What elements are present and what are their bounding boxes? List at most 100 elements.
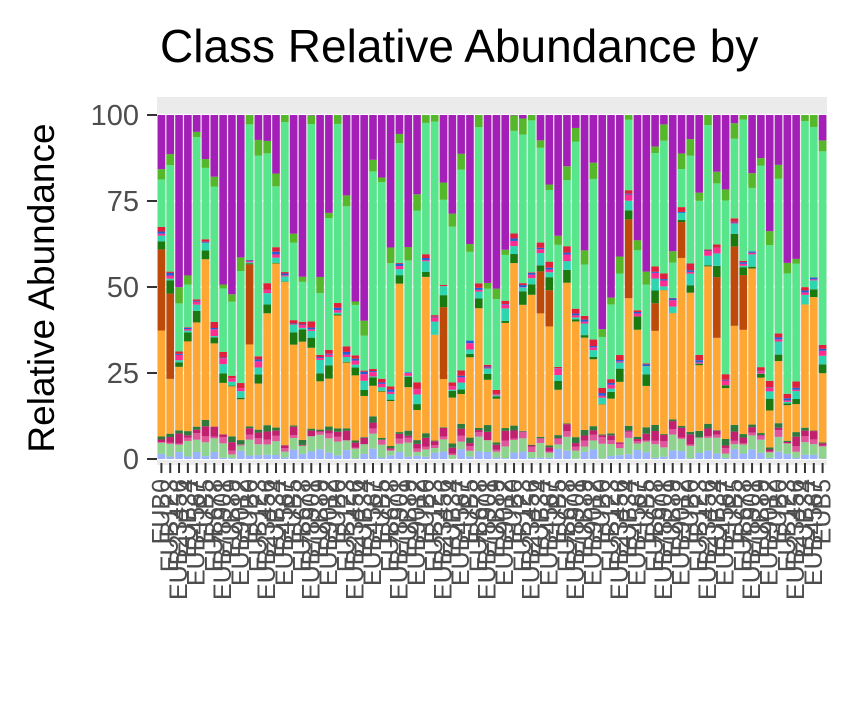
bar-segment	[616, 360, 624, 362]
bar-segment	[192, 131, 201, 138]
bar-segment	[501, 115, 510, 250]
bar-segment	[739, 265, 748, 268]
bar-segment	[677, 437, 686, 439]
bar-segment	[474, 436, 483, 452]
bar-segment	[721, 447, 730, 454]
bar-segment	[510, 254, 518, 264]
bar-segment	[351, 304, 360, 356]
bar-segment	[272, 262, 280, 264]
bar-segment	[765, 115, 774, 232]
bar-segment	[730, 431, 739, 441]
bar-segment	[686, 271, 695, 274]
x-tick-label: EUB5	[720, 479, 748, 544]
bar-segment	[192, 300, 201, 302]
bar-segment	[501, 254, 510, 301]
bar-segment	[721, 445, 730, 448]
bar-segment	[263, 431, 271, 440]
bar-segment	[430, 317, 439, 322]
bar-segment	[325, 426, 333, 431]
bar-segment	[536, 265, 545, 272]
bar-segment	[580, 429, 589, 436]
bar-segment	[369, 422, 377, 429]
bar-segment	[571, 317, 580, 320]
bar-segment	[404, 375, 413, 377]
bar-segment	[607, 456, 615, 459]
bar-segment	[289, 115, 298, 234]
bar-segment	[545, 445, 554, 448]
x-tick-label: EUB9012	[491, 479, 519, 586]
bar-segment	[254, 367, 263, 375]
bar-segment	[316, 381, 324, 430]
bar-segment	[289, 425, 298, 427]
bar-segment	[333, 315, 342, 429]
bar-segment	[571, 450, 580, 459]
bar-segment	[413, 382, 421, 389]
x-tick-label: EUB678	[288, 479, 316, 572]
bar-segment	[342, 430, 351, 440]
x-tick-label: EUB78901	[562, 479, 590, 600]
bar-segment	[668, 421, 677, 429]
bar-segment	[351, 115, 360, 302]
bar-segment	[721, 379, 730, 381]
bar-segment	[818, 443, 827, 446]
bar-segment	[210, 176, 219, 187]
bar-segment	[351, 358, 360, 361]
bar-segment	[589, 350, 598, 357]
bar-segment	[413, 389, 421, 395]
bar-segment	[545, 261, 554, 268]
bar-segment	[589, 426, 598, 431]
bar-segment	[201, 259, 210, 420]
bar-segment	[228, 301, 236, 376]
bar-segment	[378, 391, 386, 439]
x-tick-label: EUB123	[421, 479, 449, 572]
bar-segment	[624, 190, 633, 194]
bar-segment	[783, 403, 792, 406]
bar-segment	[439, 199, 448, 285]
bar-segment	[519, 283, 527, 286]
bar-segment	[466, 443, 474, 447]
bar-segment	[289, 449, 298, 459]
bar-segment	[236, 399, 245, 441]
bar-segment	[633, 312, 642, 314]
bar-segment	[184, 456, 192, 459]
bar-segment	[695, 437, 703, 453]
bar-segment	[192, 426, 201, 430]
y-tick-label: 75	[107, 186, 139, 218]
bar-segment	[765, 447, 774, 450]
bar-segment	[510, 246, 518, 255]
bar-segment	[192, 301, 201, 305]
bar-segment	[430, 115, 439, 122]
bar-segment	[774, 337, 783, 340]
x-axis: EUB0EUB123EUB23456EUB34EUB4567EUB5EUB678…	[147, 463, 837, 600]
x-tick-label: EUB123	[773, 479, 801, 572]
bar-segment	[792, 404, 800, 433]
bar-segment	[686, 155, 695, 264]
bar-segment	[809, 431, 818, 440]
bar-segment	[527, 278, 536, 285]
bar-segment	[245, 434, 254, 440]
bar-segment	[404, 387, 413, 431]
bar-segment	[307, 329, 316, 331]
bar-segment	[713, 430, 721, 431]
bar-segment	[765, 452, 774, 458]
bar-segment	[316, 357, 324, 359]
bar-segment	[668, 434, 677, 451]
bar-segment	[580, 115, 589, 251]
bar-segment	[580, 323, 589, 336]
bar-segment	[809, 280, 818, 290]
bar-segment	[686, 431, 695, 435]
bar-segment	[545, 457, 554, 459]
bar-segment	[342, 357, 351, 362]
bar-segment	[228, 450, 236, 455]
bar-segment	[748, 173, 756, 188]
bar-segment	[818, 364, 827, 374]
bar-segment	[422, 254, 430, 259]
bar-segment	[598, 336, 606, 388]
bar-segment	[439, 451, 448, 459]
bar-segment	[704, 436, 712, 438]
bar-segment	[792, 432, 800, 437]
bar-segment	[510, 452, 518, 459]
bar-segment	[607, 297, 615, 305]
bar-segment	[607, 115, 615, 298]
bar-segment	[430, 121, 439, 316]
